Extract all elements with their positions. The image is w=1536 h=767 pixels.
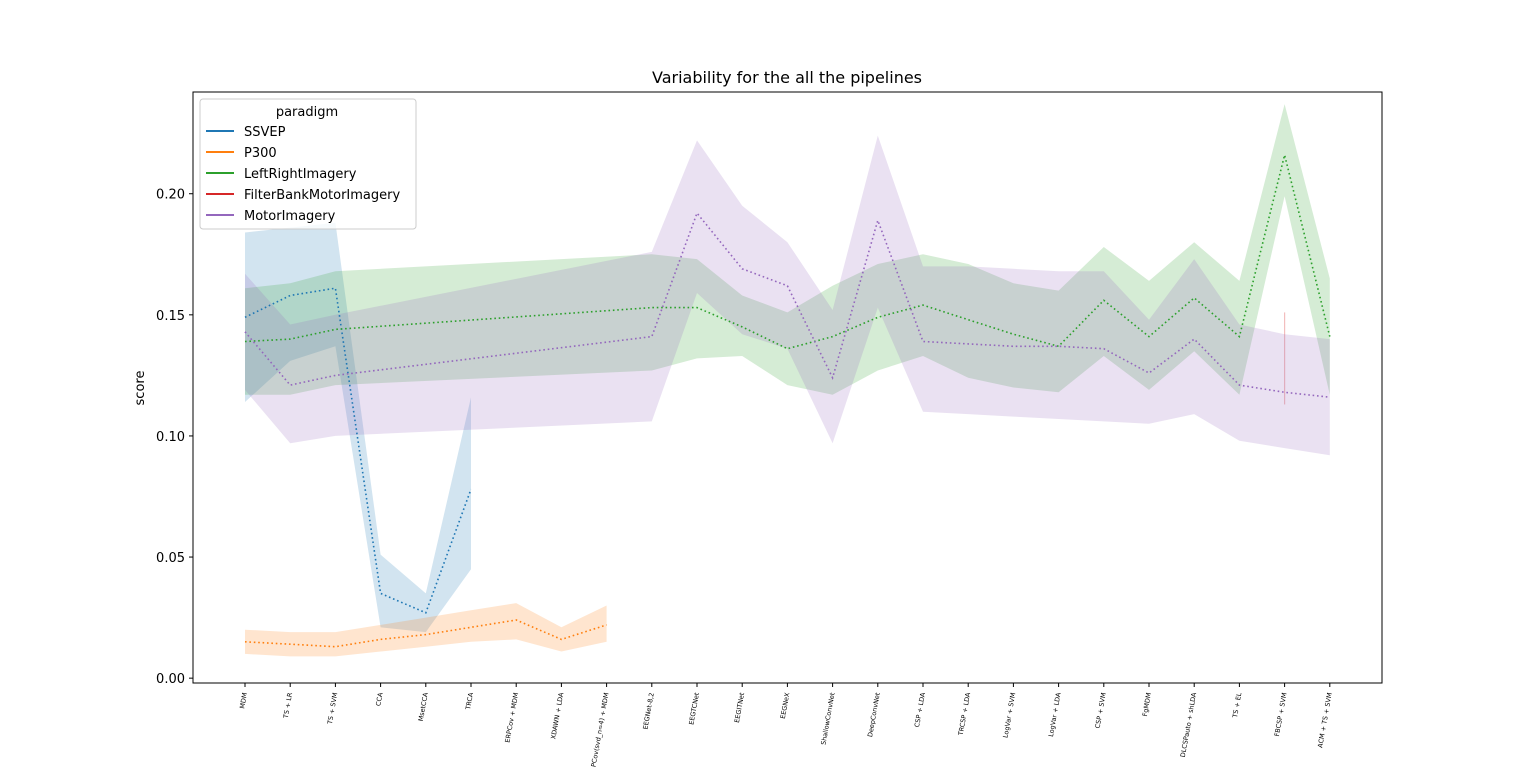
legend-box bbox=[199, 98, 417, 230]
y-tick-label: 0.20 bbox=[156, 188, 185, 203]
legend-label-leftrightimagery: LeftRightImagery bbox=[244, 167, 357, 182]
legend-label-motorimagery: MotorImagery bbox=[244, 209, 336, 224]
y-tick-label: 0.00 bbox=[156, 672, 185, 687]
legend-label-filterbankmotorimagery: FilterBankMotorImagery bbox=[244, 188, 400, 203]
line-leftrightimagery bbox=[244, 154, 1331, 350]
y-tick-label: 0.10 bbox=[156, 430, 185, 445]
legend-label-ssvep: SSVEP bbox=[244, 125, 286, 140]
line-p300 bbox=[244, 619, 607, 648]
line-ssvep bbox=[244, 287, 472, 614]
y-tick-label: 0.05 bbox=[156, 551, 185, 566]
y-axis: 0.00 0.05 0.10 0.15 0.20 bbox=[156, 188, 193, 687]
y-axis-label: score bbox=[133, 371, 148, 406]
x-tick-label: MDM bbox=[238, 692, 249, 709]
legend-title: paradigm bbox=[276, 105, 338, 120]
y-tick-label: 0.15 bbox=[156, 309, 185, 324]
series-lines bbox=[244, 154, 1331, 648]
confidence-bands bbox=[245, 104, 1330, 657]
legend: paradigm SSVEP P300 LeftRightImagery Filter… bbox=[199, 98, 417, 230]
chart-title: Variability for the all the pipelines bbox=[652, 68, 922, 87]
band-p300 bbox=[245, 603, 607, 657]
band-leftrightimagery bbox=[245, 104, 1330, 395]
legend-label-p300: P300 bbox=[244, 146, 277, 161]
x-axis: MDM TS + LR TS + SVM CCA MsetCCA TRCA ERPCov +… bbox=[238, 683, 1334, 767]
x-tick-label: TRCA bbox=[464, 691, 475, 711]
band-motorimagery bbox=[245, 135, 1330, 456]
x-tick-label: CCA bbox=[374, 691, 384, 706]
band-ssvep bbox=[245, 222, 471, 633]
